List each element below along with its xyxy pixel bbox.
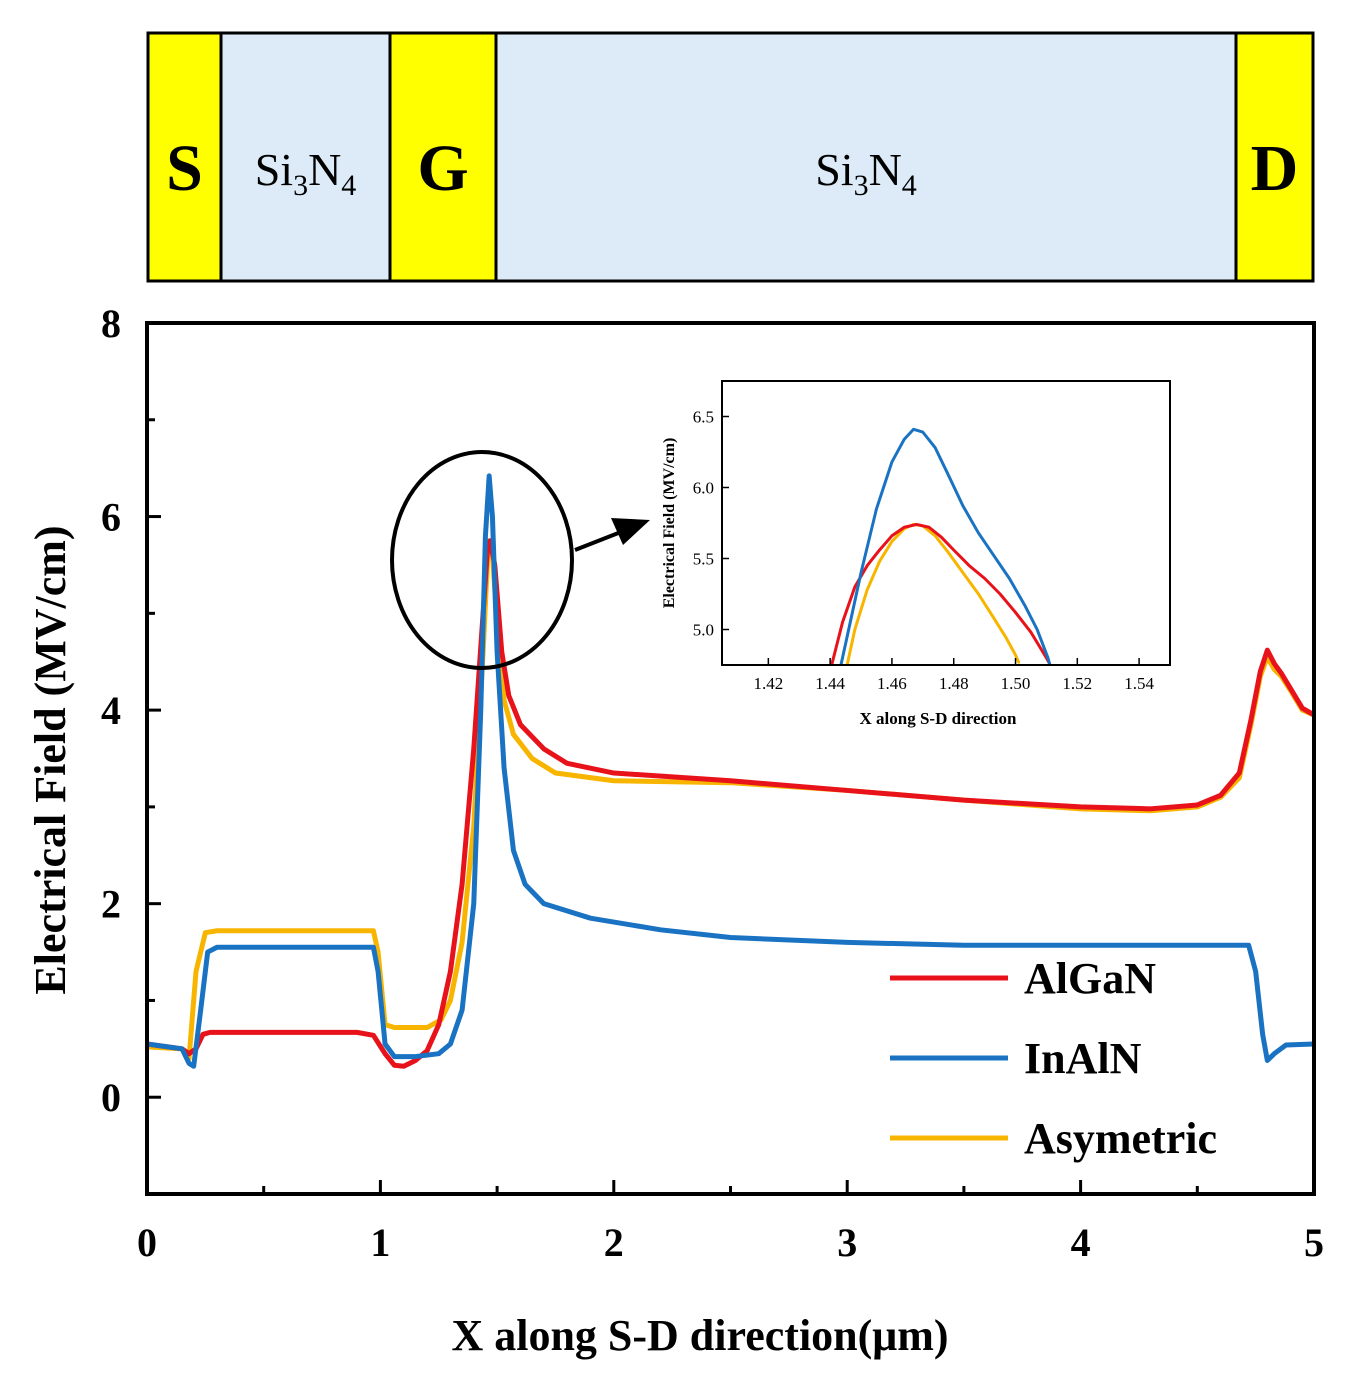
main-x-tick-label: 2 [604, 1220, 624, 1265]
main-x-axis-label: X along S-D direction(μm) [451, 1311, 948, 1360]
main-y-axis-label: Electrical Field (MV/cm) [26, 525, 75, 994]
main-x-tick-label: 3 [837, 1220, 857, 1265]
inset-y-tick-label: 5.5 [693, 549, 714, 568]
device-region-2 [219, 31, 392, 283]
main-y-tick-label: 0 [101, 1075, 121, 1120]
inset-background [722, 381, 1170, 665]
inset-x-axis-label: X along S-D direction [860, 709, 1017, 728]
inset-x-tick-label: 1.52 [1062, 674, 1092, 693]
inset-x-tick-label: 1.42 [753, 674, 783, 693]
inset-y-tick-label: 6.0 [693, 478, 714, 497]
legend-label-algan: AlGaN [1024, 954, 1156, 1003]
inset-ticks: 1.42 1.44 1.46 1.48 1.50 1.52 1.54 5.0 5.5 6.0 6.5 [693, 407, 1155, 693]
device-label-si3n4: Si3N4 [255, 144, 357, 202]
main-series-group [147, 473, 1314, 1069]
device-label-S: S [166, 132, 203, 205]
legend-label-asymetric: Asymetric [1024, 1114, 1217, 1163]
inset-chart: 1.42 1.44 1.46 1.48 1.50 1.52 1.54 5.0 5.5 6.0 6.5… [661, 380, 1171, 728]
main-x-tick-label: 5 [1304, 1220, 1324, 1265]
inset-series-algan [830, 522, 1051, 665]
main-ticks: 0 1 2 3 4 5 0 2 4 6 8 [101, 301, 1324, 1265]
main-x-tick-label: 4 [1071, 1220, 1091, 1265]
device-schematic: S Si3N4 G Si3N4 D [146, 31, 1315, 283]
inset-x-tick-label: 1.54 [1124, 674, 1154, 693]
device-region-1 [146, 31, 223, 283]
device-label-si3n4: Si3N4 [815, 144, 917, 202]
inset-y-tick-label: 5.0 [693, 620, 714, 639]
main-y-tick-label: 6 [101, 495, 121, 540]
legend: AlGaN InAlN Asymetric [890, 954, 1217, 1163]
main-y-tick-label: 2 [101, 882, 121, 927]
device-region-5 [1234, 31, 1315, 283]
inset-x-tick-label: 1.50 [1001, 674, 1031, 693]
legend-label-inaln: InAlN [1024, 1034, 1142, 1083]
inset-series-asymetric [845, 522, 1021, 665]
main-series-inaln [147, 473, 1314, 1069]
main-y-tick-label: 4 [101, 688, 121, 733]
inset-y-tick-label: 6.5 [693, 407, 714, 426]
main-x-tick-label: 1 [370, 1220, 390, 1265]
zoom-callout-ellipse [390, 450, 574, 670]
device-label-G: G [417, 132, 468, 205]
inset-series-group [830, 427, 1051, 665]
device-region-4 [494, 31, 1238, 283]
main-x-tick-label: 0 [137, 1220, 157, 1265]
main-series-algan [147, 538, 1314, 1069]
device-region-3 [388, 31, 498, 283]
main-chart: 0 1 2 3 4 5 0 2 4 6 8 X along S-D direction(μm) El… [26, 301, 1324, 1360]
device-label-D: D [1251, 132, 1299, 205]
inset-y-axis-label: Electrical Field (MV/cm) [661, 438, 678, 609]
zoom-callout-arrowhead [611, 518, 650, 545]
inset-x-tick-label: 1.48 [939, 674, 969, 693]
inset-x-tick-label: 1.44 [815, 674, 845, 693]
main-y-tick-label: 8 [101, 301, 121, 346]
inset-series-inaln [839, 427, 1051, 665]
inset-x-tick-label: 1.46 [877, 674, 907, 693]
inset-plot-frame [721, 380, 1171, 666]
zoom-callout-arrow-line [574, 528, 627, 552]
